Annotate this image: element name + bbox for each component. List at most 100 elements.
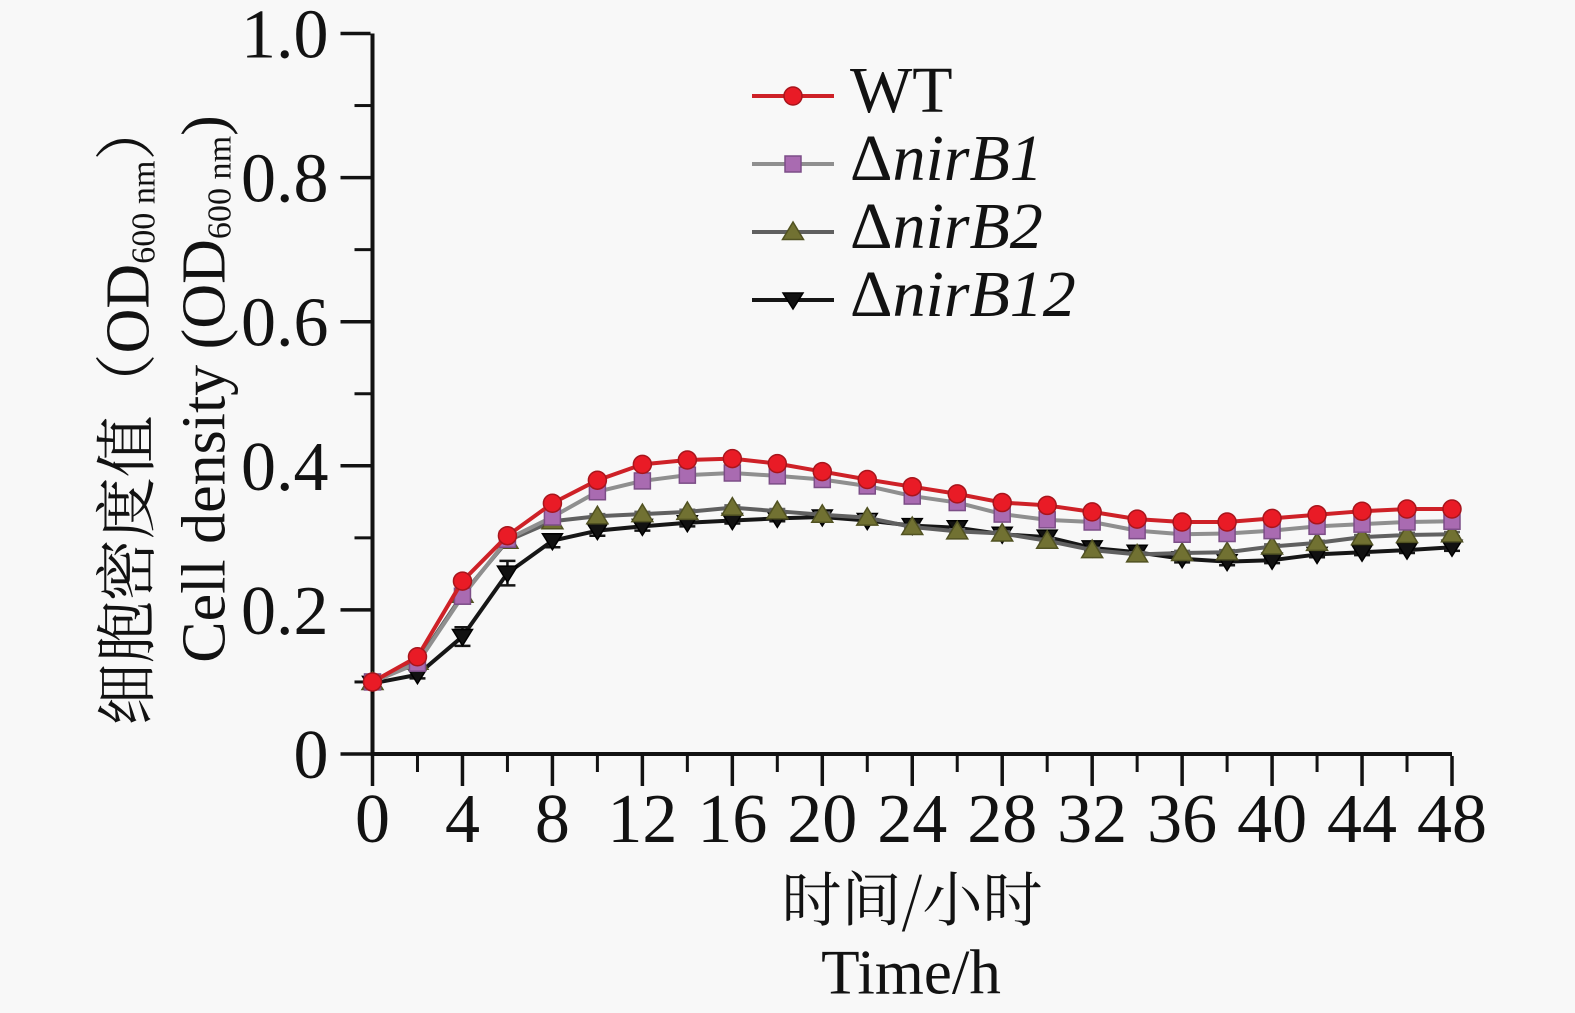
- marker-circle: [902, 476, 922, 497]
- x-tick-label: 48: [1417, 781, 1487, 858]
- marker-triangle-up: [1170, 541, 1194, 562]
- marker-circle: [1262, 508, 1282, 529]
- marker-triangle-up: [1125, 542, 1149, 563]
- marker-circle: [1307, 505, 1327, 525]
- x-tick-label: 4: [445, 781, 480, 858]
- marker-triangle-up: [1305, 531, 1329, 552]
- legend-label-nirb1: ΔnirB1: [850, 126, 1043, 202]
- marker-triangle-up: [945, 519, 970, 540]
- x-tick-label: 20: [787, 781, 857, 858]
- y-axis-label-zh-text: 细胞密度值（OD: [77, 263, 167, 726]
- marker-circle: [1397, 499, 1417, 519]
- y-axis-label-en-subscript: 600 nm: [201, 135, 239, 240]
- legend-swatch-wt: [752, 86, 834, 106]
- legend-label-nirb2: ΔnirB2: [850, 194, 1043, 270]
- marker-triangle-up: [765, 499, 790, 520]
- legend-label-nirb12-upright: Δ: [850, 258, 893, 331]
- marker-triangle-up: [720, 496, 745, 516]
- marker-circle: [587, 470, 608, 490]
- marker-circle: [1352, 501, 1372, 521]
- marker-triangle-up: [810, 503, 835, 524]
- x-tick-label: 12: [607, 781, 677, 858]
- marker-triangle-up: [1350, 525, 1374, 546]
- marker-circle: [947, 484, 967, 504]
- axes: [370, 33, 1452, 756]
- y-axis-label-zh-close: ）: [77, 98, 167, 161]
- marker-triangle-up: [1215, 540, 1239, 561]
- marker-triangle-up: [630, 502, 655, 523]
- legend-item-nirb1: ΔnirB1: [750, 126, 1043, 202]
- y-axis-label-english: Cell density (OD600 nm): [170, 115, 241, 662]
- legend-label-nirb2-upright: Δ: [850, 190, 893, 263]
- x-tick-label: 28: [967, 781, 1037, 858]
- y-tick-label: 0.6: [241, 285, 329, 362]
- marker-circle: [452, 571, 473, 591]
- marker-circle: [767, 453, 788, 474]
- marker-triangle-up: [1035, 529, 1060, 549]
- series-0: [362, 448, 1462, 692]
- y-tick-label: 1.0: [241, 0, 329, 74]
- marker-circle: [1172, 512, 1192, 532]
- legend-swatch-nirb1: [752, 155, 834, 173]
- marker-triangle-up: [855, 506, 880, 526]
- marker-circle: [1217, 512, 1237, 532]
- legend-label-nirb2-italic: nirB2: [892, 190, 1043, 263]
- x-axis-label-en-text: Time/h: [821, 937, 1001, 1008]
- legend-swatch-nirb2: [752, 220, 834, 241]
- x-axis-label-chinese: 时间/小时: [781, 853, 1042, 939]
- marker-circle: [1442, 499, 1462, 519]
- series-3: [361, 509, 1464, 694]
- x-tick-label: 24: [877, 781, 947, 858]
- marker-circle: [407, 646, 428, 667]
- legend-label-wt: WT: [850, 58, 953, 134]
- marker-triangle-down: [496, 565, 519, 584]
- x-tick-label: 36: [1147, 781, 1217, 858]
- marker-triangle-up: [990, 522, 1015, 542]
- x-tick-label: 16: [697, 781, 767, 858]
- marker-circle: [1082, 502, 1102, 522]
- legend-label-wt-upright: WT: [850, 54, 953, 127]
- y-axis-label-en-close: ): [170, 115, 239, 136]
- marker-circle: [542, 493, 563, 514]
- marker-circle: [1127, 509, 1147, 529]
- marker-triangle-up: [585, 504, 610, 525]
- y-axis-label-chinese: 细胞密度值（OD600 nm）: [78, 99, 167, 726]
- marker-circle: [857, 469, 878, 490]
- y-tick-label: 0: [294, 717, 329, 794]
- marker-circle: [632, 454, 653, 475]
- marker-circle: [722, 448, 743, 469]
- y-tick-label: 0.8: [241, 141, 329, 218]
- x-tick-label: 32: [1057, 781, 1127, 858]
- x-tick-label: 0: [355, 781, 390, 858]
- y-tick-label: 0.4: [241, 429, 329, 506]
- marker-circle: [362, 672, 383, 692]
- marker-circle: [812, 461, 833, 482]
- y-axis-label-en-text: Cell density (OD: [170, 239, 239, 663]
- marker-circle: [1037, 495, 1057, 516]
- marker-triangle-up: [675, 500, 700, 521]
- marker-square: [633, 472, 652, 490]
- marker-triangle-down: [451, 628, 474, 647]
- marker-triangle-up: [900, 515, 925, 536]
- legend-label-nirb1-italic: nirB1: [892, 122, 1043, 195]
- legend-item-nirb12: ΔnirB12: [750, 262, 1076, 338]
- legend-label-nirb1-upright: Δ: [850, 122, 893, 195]
- y-axis-label-zh-subscript: 600 nm: [115, 160, 165, 264]
- marker-circle: [677, 450, 698, 470]
- x-tick-label: 44: [1327, 781, 1397, 858]
- legend-label-nirb12: ΔnirB12: [850, 262, 1076, 338]
- marker-circle: [992, 492, 1012, 513]
- marker-triangle-up: [1260, 535, 1284, 555]
- y-tick-label: 0.2: [241, 573, 329, 650]
- marker-circle: [497, 525, 518, 546]
- x-tick-label: 8: [535, 781, 570, 858]
- x-axis-label-zh-text: 时间/小时: [781, 853, 1043, 939]
- marker-triangle-up: [1440, 522, 1464, 543]
- legend-swatch-nirb12: [752, 292, 834, 311]
- x-tick-label: 40: [1237, 781, 1307, 858]
- marker-triangle-down: [541, 532, 564, 552]
- legend-label-nirb12-italic: nirB12: [892, 258, 1076, 331]
- x-axis-label-english: Time/h: [821, 937, 1001, 1010]
